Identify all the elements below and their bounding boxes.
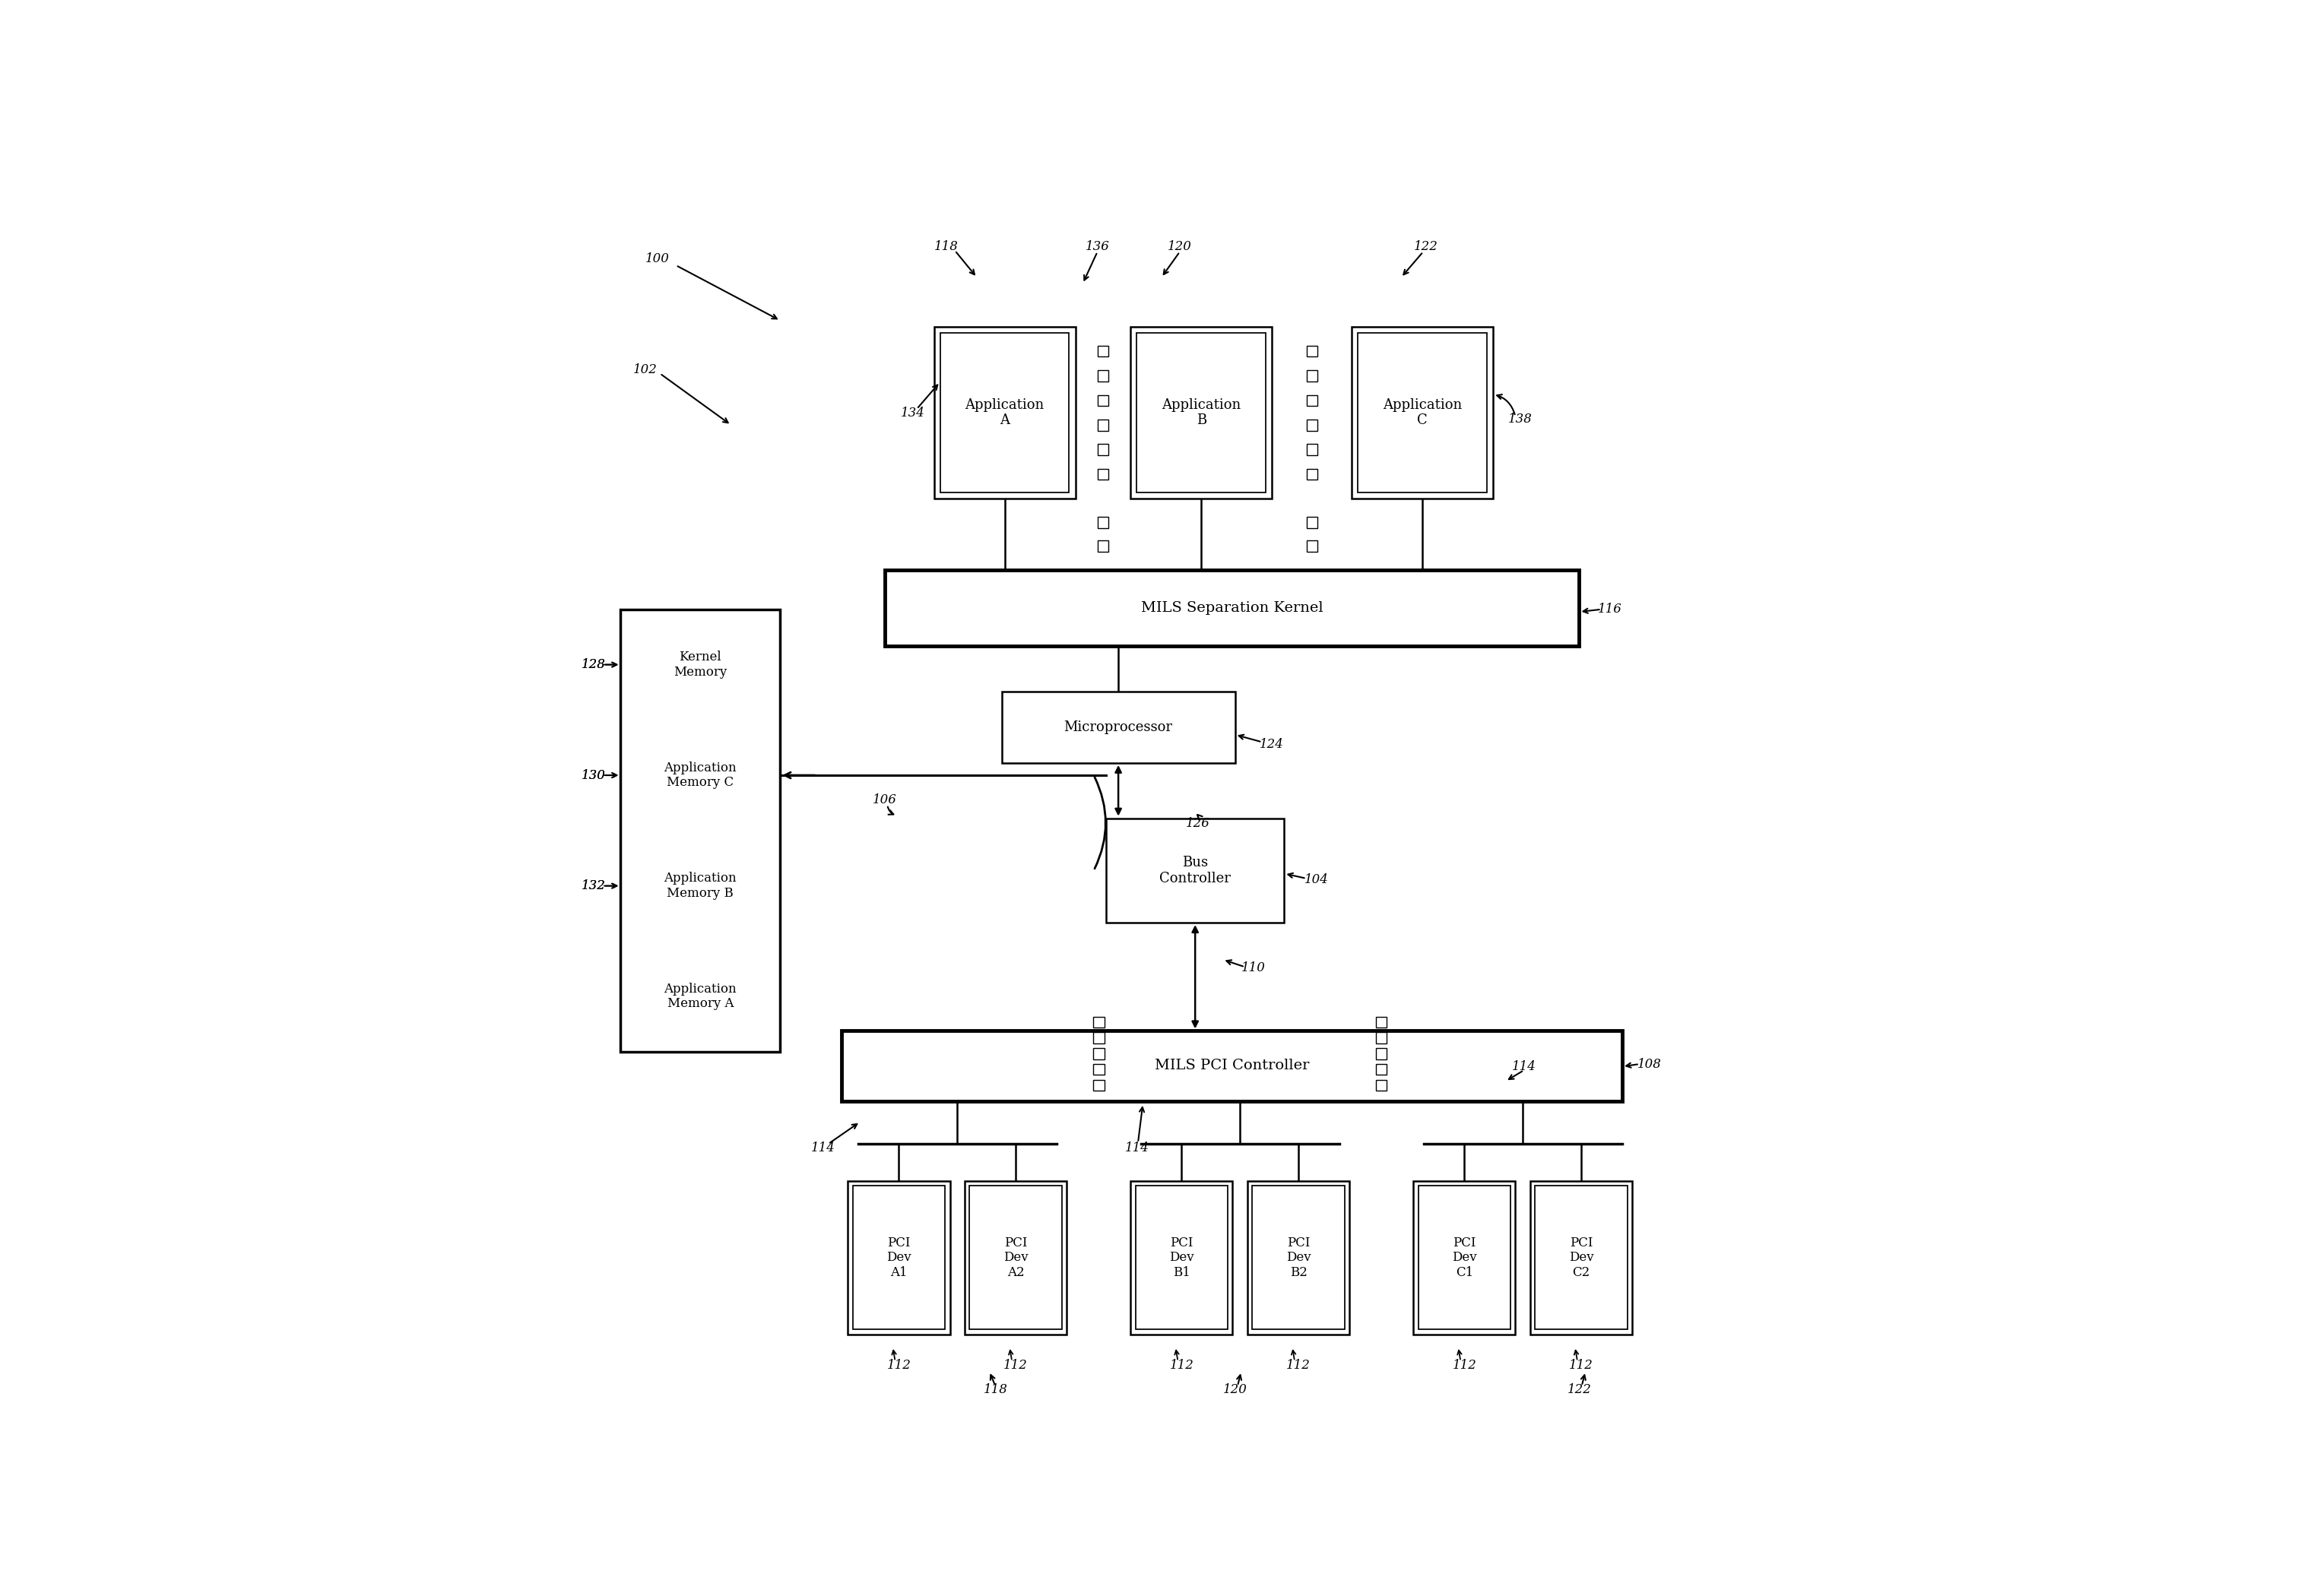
Bar [1097,420,1108,431]
Bar [1418,1186,1511,1329]
Text: 114: 114 [812,1141,835,1154]
Text: Application
Memory B: Application Memory B [664,871,736,900]
Bar [1097,541,1108,552]
Text: PCI
Dev
A1: PCI Dev A1 [886,1237,912,1278]
Bar [854,1186,944,1329]
Bar [1097,517,1108,528]
Bar [1377,1065,1386,1076]
Text: 100: 100 [646,252,669,265]
Text: 118: 118 [935,241,958,254]
Bar [1097,394,1108,405]
Text: 122: 122 [1414,241,1437,254]
Bar [1307,541,1317,552]
Text: 126: 126 [1187,817,1210,830]
Bar [1358,334,1488,493]
Bar [1530,1181,1631,1334]
Bar [935,327,1076,498]
Bar [1097,469,1108,480]
Text: 102: 102 [634,364,657,377]
Bar [1307,420,1317,431]
Text: 110: 110 [1240,962,1266,975]
Bar [1307,517,1317,528]
Text: 112: 112 [1287,1358,1310,1371]
Bar [1307,469,1317,480]
Text: 130: 130 [581,769,606,782]
Text: Bus
Controller: Bus Controller [1159,855,1231,886]
Bar [1002,691,1236,763]
Text: 134: 134 [900,407,926,420]
Bar [1132,1181,1233,1334]
Bar [1092,1017,1104,1028]
Text: PCI
Dev
A2: PCI Dev A2 [1004,1237,1027,1278]
Text: MILS PCI Controller: MILS PCI Controller [1155,1060,1310,1073]
Text: 130: 130 [581,769,606,782]
Bar [1106,819,1284,922]
Bar [1377,1049,1386,1060]
Bar [1307,444,1317,455]
Bar [1092,1079,1104,1090]
Text: 138: 138 [1509,412,1532,425]
Text: 114: 114 [1125,1141,1148,1154]
Text: PCI
Dev
B2: PCI Dev B2 [1287,1237,1310,1278]
Bar [1092,1049,1104,1060]
Bar [1136,334,1266,493]
Bar [1097,370,1108,381]
Text: 132: 132 [581,879,606,892]
Text: Application
Memory C: Application Memory C [664,761,736,788]
Bar [1377,1033,1386,1044]
Text: PCI
Dev
C1: PCI Dev C1 [1451,1237,1476,1278]
Text: Application
Memory A: Application Memory A [664,983,736,1010]
Bar [1252,1186,1344,1329]
Text: 124: 124 [1259,737,1284,752]
Bar [1377,1017,1386,1028]
Bar [1092,1033,1104,1044]
Text: Application
A: Application A [965,397,1044,428]
Text: 136: 136 [1085,241,1108,254]
Text: Application
C: Application C [1384,397,1462,428]
Text: 128: 128 [581,658,606,670]
Text: 112: 112 [886,1358,912,1371]
Text: 108: 108 [1638,1058,1661,1071]
Bar [1247,1181,1349,1334]
Text: 116: 116 [1599,603,1622,616]
Bar [965,1181,1067,1334]
Text: MILS Separation Kernel: MILS Separation Kernel [1141,602,1324,614]
Text: 112: 112 [1453,1358,1476,1371]
Text: 120: 120 [1169,241,1192,254]
Bar [1307,346,1317,358]
Text: PCI
Dev
C2: PCI Dev C2 [1569,1237,1594,1278]
Bar [1132,327,1273,498]
Text: 120: 120 [1224,1384,1247,1396]
Bar [1414,1181,1516,1334]
Text: PCI
Dev
B1: PCI Dev B1 [1169,1237,1194,1278]
Text: 122: 122 [1567,1384,1592,1396]
Text: 106: 106 [872,793,898,806]
Bar [1092,1065,1104,1076]
Bar [1377,1079,1386,1090]
Text: 114: 114 [1511,1060,1536,1073]
Bar [970,1186,1062,1329]
Text: 132: 132 [581,879,606,892]
Bar [1351,327,1493,498]
Bar [620,610,780,1052]
Bar [1136,1186,1229,1329]
Bar [1097,444,1108,455]
Text: Application
B: Application B [1162,397,1240,428]
Text: 112: 112 [1169,1358,1194,1371]
Bar [847,1181,951,1334]
Bar [939,334,1069,493]
Text: 128: 128 [581,658,606,670]
Bar [884,570,1578,646]
Text: 112: 112 [1569,1358,1594,1371]
Text: Microprocessor: Microprocessor [1064,720,1173,734]
Bar [1534,1186,1627,1329]
Bar [842,1031,1622,1101]
Text: 118: 118 [983,1384,1007,1396]
Text: Kernel
Memory: Kernel Memory [673,651,727,678]
Bar [1307,394,1317,405]
Bar [1097,346,1108,358]
Text: 112: 112 [1004,1358,1027,1371]
Text: 104: 104 [1305,873,1328,886]
Bar [1307,370,1317,381]
